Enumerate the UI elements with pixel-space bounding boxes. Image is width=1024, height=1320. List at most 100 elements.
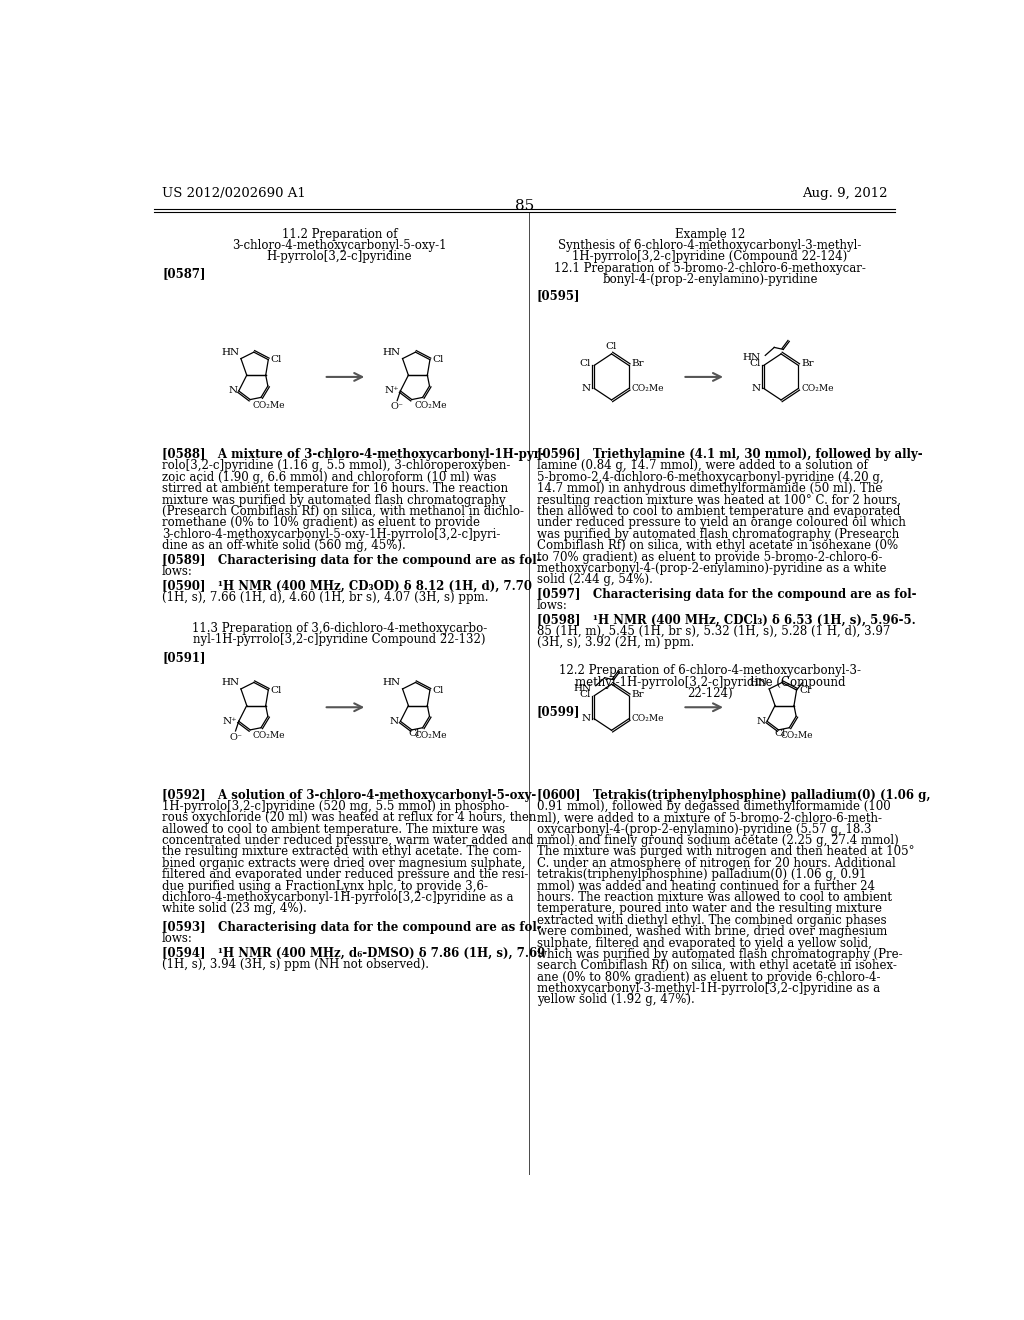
Text: [0588]   A mixture of 3-chloro-4-methoxycarbonyl-1H-pyr-: [0588] A mixture of 3-chloro-4-methoxyca… (162, 447, 545, 461)
Text: romethane (0% to 10% gradient) as eluent to provide: romethane (0% to 10% gradient) as eluent… (162, 516, 480, 529)
Text: [0597]   Characterising data for the compound are as fol-: [0597] Characterising data for the compo… (537, 587, 916, 601)
Text: mmol) and finely ground sodium acetate (2.25 g, 27.4 mmol): mmol) and finely ground sodium acetate (… (537, 834, 898, 847)
Text: ml), were added to a mixture of 5-bromo-2-chloro-6-meth-: ml), were added to a mixture of 5-bromo-… (537, 812, 882, 824)
Text: the resulting mixture extracted with ethyl acetate. The com-: the resulting mixture extracted with eth… (162, 846, 521, 858)
Text: [0594]   ¹H NMR (400 MHz, d₆-DMSO) δ 7.86 (1H, s), 7.69: [0594] ¹H NMR (400 MHz, d₆-DMSO) δ 7.86 … (162, 946, 546, 960)
Text: hours. The reaction mixture was allowed to cool to ambient: hours. The reaction mixture was allowed … (537, 891, 892, 904)
Text: tetrakis(triphenylphosphine) palladium(0) (1.06 g, 0.91: tetrakis(triphenylphosphine) palladium(0… (537, 869, 866, 882)
Text: stirred at ambient temperature for 16 hours. The reaction: stirred at ambient temperature for 16 ho… (162, 482, 508, 495)
Text: Example 12: Example 12 (675, 227, 745, 240)
Text: Aug. 9, 2012: Aug. 9, 2012 (802, 187, 888, 199)
Text: methoxycarbonyl-4-(prop-2-enylamino)-pyridine as a white: methoxycarbonyl-4-(prop-2-enylamino)-pyr… (537, 562, 886, 576)
Text: CO₂Me: CO₂Me (802, 384, 834, 393)
Text: [0595]: [0595] (537, 289, 581, 302)
Text: HN: HN (383, 348, 401, 358)
Text: CO₂Me: CO₂Me (414, 731, 446, 741)
Text: mmol) was added and heating continued for a further 24: mmol) was added and heating continued fo… (537, 879, 874, 892)
Text: N⁺: N⁺ (384, 387, 399, 396)
Text: [0590]   ¹H NMR (400 MHz, CD₃OD) δ 8.12 (1H, d), 7.70: [0590] ¹H NMR (400 MHz, CD₃OD) δ 8.12 (1… (162, 579, 532, 593)
Text: (1H, s), 7.66 (1H, d), 4.60 (1H, br s), 4.07 (3H, s) ppm.: (1H, s), 7.66 (1H, d), 4.60 (1H, br s), … (162, 591, 488, 603)
Text: HN: HN (573, 684, 591, 693)
Text: Synthesis of 6-chloro-4-methoxycarbonyl-3-methyl-: Synthesis of 6-chloro-4-methoxycarbonyl-… (558, 239, 862, 252)
Text: lows:: lows: (162, 565, 193, 578)
Text: Cl: Cl (606, 342, 617, 351)
Text: nyl-1H-pyrrolo[3,2-c]pyridine Compound 22-132): nyl-1H-pyrrolo[3,2-c]pyridine Compound 2… (194, 634, 485, 645)
Text: temperature, poured into water and the resulting mixture: temperature, poured into water and the r… (537, 903, 882, 915)
Text: 3-chloro-4-methoxycarbonyl-5-oxy-1: 3-chloro-4-methoxycarbonyl-5-oxy-1 (232, 239, 446, 252)
Text: Cl: Cl (580, 690, 591, 698)
Text: were combined, washed with brine, dried over magnesium: were combined, washed with brine, dried … (537, 925, 887, 939)
Text: bonyl-4-(prop-2-enylamino)-pyridine: bonyl-4-(prop-2-enylamino)-pyridine (602, 273, 818, 286)
Text: [0598]   ¹H NMR (400 MHz, CDCl₃) δ 6.53 (1H, s), 5.96-5.: [0598] ¹H NMR (400 MHz, CDCl₃) δ 6.53 (1… (537, 614, 915, 627)
Text: 11.2 Preparation of: 11.2 Preparation of (282, 227, 397, 240)
Text: methoxycarbonyl-3-methyl-1H-pyrrolo[3,2-c]pyridine as a: methoxycarbonyl-3-methyl-1H-pyrrolo[3,2-… (537, 982, 880, 995)
Text: mixture was purified by automated flash chromatography: mixture was purified by automated flash … (162, 494, 506, 507)
Text: CO₂Me: CO₂Me (253, 401, 285, 411)
Text: [0593]   Characterising data for the compound are as fol-: [0593] Characterising data for the compo… (162, 921, 542, 935)
Text: 5-bromo-2,4-dichloro-6-methoxycarbonyl-pyridine (4.20 g,: 5-bromo-2,4-dichloro-6-methoxycarbonyl-p… (537, 471, 884, 484)
Text: rolo[3,2-c]pyridine (1.16 g, 5.5 mmol), 3-chloroperoxyben-: rolo[3,2-c]pyridine (1.16 g, 5.5 mmol), … (162, 459, 511, 473)
Text: resulting reaction mixture was heated at 100° C. for 2 hours,: resulting reaction mixture was heated at… (537, 494, 901, 507)
Text: extracted with diethyl ethyl. The combined organic phases: extracted with diethyl ethyl. The combin… (537, 913, 886, 927)
Text: filtered and evaporated under reduced pressure and the resi-: filtered and evaporated under reduced pr… (162, 869, 528, 882)
Text: Cl: Cl (580, 359, 591, 368)
Text: CO₂Me: CO₂Me (414, 401, 446, 411)
Text: under reduced pressure to yield an orange coloured oil which: under reduced pressure to yield an orang… (537, 516, 905, 529)
Text: CO₂Me: CO₂Me (780, 731, 813, 741)
Text: 85 (1H, m), 5.45 (1H, br s), 5.32 (1H, s), 5.28 (1 H, d), 3.97: 85 (1H, m), 5.45 (1H, br s), 5.32 (1H, s… (537, 624, 890, 638)
Text: [0600]   Tetrakis(triphenylphosphine) palladium(0) (1.06 g,: [0600] Tetrakis(triphenylphosphine) pall… (537, 788, 930, 801)
Text: dichloro-4-methoxycarbonyl-1H-pyrrolo[3,2-c]pyridine as a: dichloro-4-methoxycarbonyl-1H-pyrrolo[3,… (162, 891, 514, 904)
Text: white solid (23 mg, 4%).: white solid (23 mg, 4%). (162, 903, 307, 915)
Text: N⁺: N⁺ (222, 717, 238, 726)
Text: N: N (390, 717, 399, 726)
Text: yellow solid (1.92 g, 47%).: yellow solid (1.92 g, 47%). (537, 994, 694, 1006)
Text: [0589]   Characterising data for the compound are as fol-: [0589] Characterising data for the compo… (162, 553, 542, 566)
Text: [0596]   Triethylamine (4.1 ml, 30 mmol), followed by ally-: [0596] Triethylamine (4.1 ml, 30 mmol), … (537, 447, 923, 461)
Text: 11.3 Preparation of 3,6-dichloro-4-methoxycarbo-: 11.3 Preparation of 3,6-dichloro-4-metho… (191, 622, 487, 635)
Text: Br: Br (632, 690, 644, 698)
Text: O⁻: O⁻ (229, 733, 242, 742)
Text: HN: HN (221, 348, 240, 358)
Text: 12.2 Preparation of 6-chloro-4-methoxycarbonyl-3-: 12.2 Preparation of 6-chloro-4-methoxyca… (559, 664, 861, 677)
Text: (1H, s), 3.94 (3H, s) ppm (NH not observed).: (1H, s), 3.94 (3H, s) ppm (NH not observ… (162, 958, 429, 972)
Text: search Combiflash Rf) on silica, with ethyl acetate in isohex-: search Combiflash Rf) on silica, with et… (537, 960, 896, 973)
Text: lows:: lows: (162, 932, 193, 945)
Text: CO₂Me: CO₂Me (253, 731, 285, 741)
Text: Cl: Cl (432, 685, 443, 694)
Text: (3H, s), 3.92 (2H, m) ppm.: (3H, s), 3.92 (2H, m) ppm. (537, 636, 694, 649)
Text: [0592]   A solution of 3-chloro-4-methoxycarbonyl-5-oxy-: [0592] A solution of 3-chloro-4-methoxyc… (162, 788, 537, 801)
Text: N: N (582, 384, 591, 393)
Text: Cl: Cl (750, 359, 761, 368)
Text: H-pyrrolo[3,2-c]pyridine: H-pyrrolo[3,2-c]pyridine (266, 251, 413, 263)
Text: Br: Br (632, 359, 644, 368)
Text: HN: HN (750, 678, 768, 688)
Text: 0.91 mmol), followed by degassed dimethylformamide (100: 0.91 mmol), followed by degassed dimethy… (537, 800, 891, 813)
Text: concentrated under reduced pressure, warm water added and: concentrated under reduced pressure, war… (162, 834, 534, 847)
Text: Cl: Cl (270, 685, 282, 694)
Text: sulphate, filtered and evaporated to yield a yellow solid,: sulphate, filtered and evaporated to yie… (537, 937, 871, 949)
Text: N: N (228, 387, 238, 396)
Text: CO₂Me: CO₂Me (632, 384, 665, 393)
Text: 1H-pyrrolo[3,2-c]pyridine (520 mg, 5.5 mmol) in phospho-: 1H-pyrrolo[3,2-c]pyridine (520 mg, 5.5 m… (162, 800, 509, 813)
Text: N: N (757, 717, 766, 726)
Text: Cl: Cl (270, 355, 282, 364)
Text: dine as an off-white solid (560 mg, 45%).: dine as an off-white solid (560 mg, 45%)… (162, 539, 406, 552)
Text: [0591]: [0591] (162, 652, 206, 664)
Text: which was purified by automated flash chromatography (Pre-: which was purified by automated flash ch… (537, 948, 902, 961)
Text: Combiflash Rf) on silica, with ethyl acetate in isohexane (0%: Combiflash Rf) on silica, with ethyl ace… (537, 539, 898, 552)
Text: 14.7 mmol) in anhydrous dimethylformamide (50 ml). The: 14.7 mmol) in anhydrous dimethylformamid… (537, 482, 882, 495)
Text: methyl-1H-pyrrolo[3,2-c]pyridine (Compound: methyl-1H-pyrrolo[3,2-c]pyridine (Compou… (574, 676, 846, 689)
Text: HN: HN (221, 678, 240, 688)
Text: N: N (582, 714, 591, 723)
Text: Cl: Cl (775, 729, 786, 738)
Text: then allowed to cool to ambient temperature and evaporated: then allowed to cool to ambient temperat… (537, 506, 900, 517)
Text: [0587]: [0587] (162, 267, 206, 280)
Text: N: N (752, 384, 761, 393)
Text: Cl: Cl (432, 355, 443, 364)
Text: zoic acid (1.90 g, 6.6 mmol) and chloroform (10 ml) was: zoic acid (1.90 g, 6.6 mmol) and chlorof… (162, 471, 497, 484)
Text: allowed to cool to ambient temperature. The mixture was: allowed to cool to ambient temperature. … (162, 822, 505, 836)
Text: 3-chloro-4-methoxycarbonyl-5-oxy-1H-pyrrolo[3,2-c]pyri-: 3-chloro-4-methoxycarbonyl-5-oxy-1H-pyrr… (162, 528, 501, 541)
Text: bined organic extracts were dried over magnesium sulphate,: bined organic extracts were dried over m… (162, 857, 525, 870)
Text: to 70% gradient) as eluent to provide 5-bromo-2-chloro-6-: to 70% gradient) as eluent to provide 5-… (537, 550, 882, 564)
Text: solid (2.44 g, 54%).: solid (2.44 g, 54%). (537, 573, 652, 586)
